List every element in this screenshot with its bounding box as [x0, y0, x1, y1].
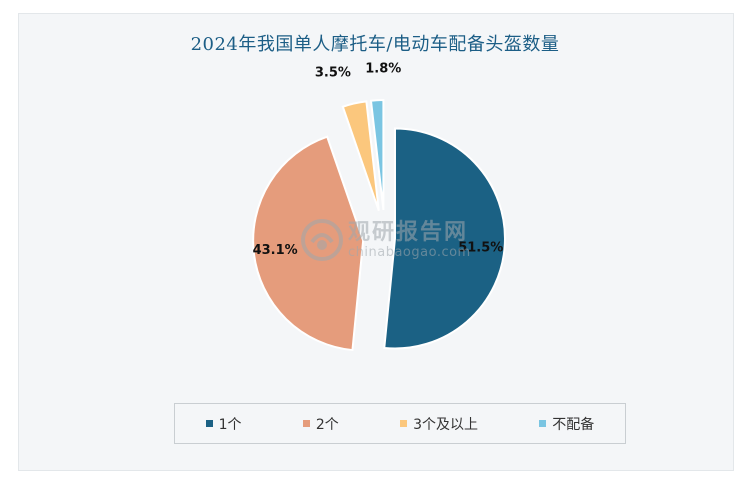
pie-slices	[252, 99, 506, 352]
data-label-2: 43.1%	[253, 243, 298, 258]
legend-swatch	[400, 420, 408, 427]
pie-slice-4	[369, 99, 385, 211]
watermark: 观研报告网 chinabaogao.com	[300, 214, 510, 270]
data-label-1: 51.5%	[458, 241, 503, 256]
watermark-text-cn: 观研报告网	[348, 220, 469, 245]
legend-label: 3个及以上	[413, 416, 478, 433]
pie-slice-3	[341, 100, 380, 212]
legend-label: 2个	[315, 416, 339, 433]
pie-slice-2	[252, 135, 365, 352]
pie-slice-1	[383, 127, 506, 350]
chart-title: 2024年我国单人摩托车/电动车配备头盔数量	[190, 34, 560, 55]
pie-labels: 51.5% 43.1% 3.5% 1.8%	[253, 61, 504, 258]
legend-item-3: 3个及以上	[400, 414, 478, 434]
legend-label: 不配备	[552, 416, 595, 433]
legend-item-4: 不配备	[539, 414, 594, 434]
legend-item-2: 2个	[302, 414, 339, 434]
legend-swatch	[205, 420, 213, 427]
legend-swatch	[302, 420, 310, 427]
legend-swatch	[539, 420, 547, 427]
legend: 1个 2个 3个及以上 不配备	[174, 403, 626, 444]
legend-label: 1个	[218, 416, 242, 433]
legend-item-1: 1个	[205, 414, 242, 434]
watermark-logo-icon	[301, 219, 343, 261]
chart-frame	[18, 13, 734, 471]
data-label-3: 3.5%	[315, 65, 351, 80]
watermark-text-en: chinabaogao.com	[348, 245, 471, 260]
data-label-4: 1.8%	[365, 61, 401, 76]
